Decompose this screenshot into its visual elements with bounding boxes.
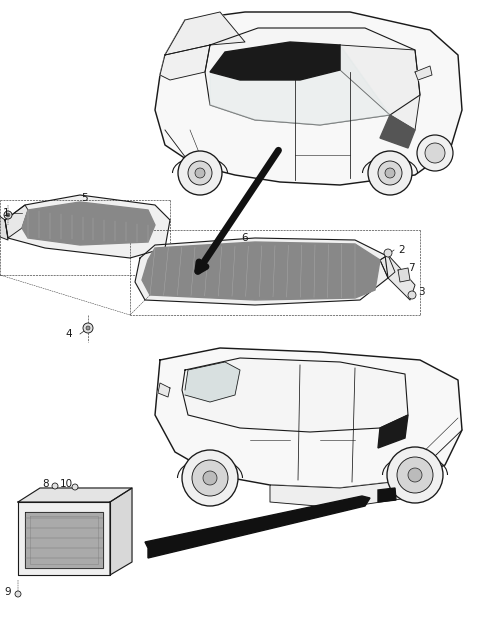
Circle shape <box>195 168 205 178</box>
Polygon shape <box>155 348 462 488</box>
Polygon shape <box>18 488 132 502</box>
Polygon shape <box>165 12 245 55</box>
Circle shape <box>408 291 416 299</box>
Text: 5: 5 <box>82 193 88 203</box>
Text: 7: 7 <box>408 263 415 273</box>
Polygon shape <box>142 242 380 300</box>
Polygon shape <box>415 66 432 80</box>
Circle shape <box>182 450 238 506</box>
Circle shape <box>178 151 222 195</box>
Polygon shape <box>5 195 170 258</box>
Polygon shape <box>158 383 170 397</box>
Polygon shape <box>182 358 408 432</box>
Circle shape <box>86 326 90 330</box>
Polygon shape <box>110 488 132 575</box>
Polygon shape <box>378 415 408 448</box>
Polygon shape <box>0 215 8 240</box>
Circle shape <box>192 460 228 496</box>
Text: 4: 4 <box>65 329 72 339</box>
Circle shape <box>385 168 395 178</box>
Circle shape <box>397 457 433 493</box>
Polygon shape <box>155 12 462 185</box>
Polygon shape <box>270 480 410 508</box>
Circle shape <box>384 249 392 257</box>
Text: 9: 9 <box>4 587 11 597</box>
Circle shape <box>52 483 58 489</box>
Polygon shape <box>380 115 415 148</box>
Text: 2: 2 <box>398 245 405 255</box>
Circle shape <box>408 468 422 482</box>
Polygon shape <box>210 42 340 80</box>
Polygon shape <box>185 362 240 402</box>
Text: 1: 1 <box>3 208 10 218</box>
Polygon shape <box>210 45 390 125</box>
Circle shape <box>15 591 21 597</box>
Polygon shape <box>22 202 155 245</box>
Circle shape <box>378 161 402 185</box>
Polygon shape <box>398 268 410 282</box>
Circle shape <box>188 161 212 185</box>
Polygon shape <box>25 512 103 568</box>
Circle shape <box>4 211 12 219</box>
Circle shape <box>203 471 217 485</box>
Circle shape <box>368 151 412 195</box>
Text: 8: 8 <box>43 479 49 489</box>
Polygon shape <box>160 45 210 80</box>
Circle shape <box>417 135 453 171</box>
Polygon shape <box>135 238 388 305</box>
Text: 6: 6 <box>242 233 248 243</box>
Polygon shape <box>378 488 396 502</box>
Polygon shape <box>380 255 395 278</box>
Circle shape <box>387 447 443 503</box>
Text: 3: 3 <box>418 287 425 297</box>
Polygon shape <box>18 502 110 575</box>
Polygon shape <box>205 28 420 125</box>
Circle shape <box>83 323 93 333</box>
Polygon shape <box>5 205 28 238</box>
Circle shape <box>72 484 78 490</box>
Polygon shape <box>340 45 420 130</box>
Polygon shape <box>145 496 370 558</box>
Circle shape <box>6 213 10 217</box>
Circle shape <box>425 143 445 163</box>
Polygon shape <box>380 255 415 300</box>
Text: 10: 10 <box>60 479 72 489</box>
